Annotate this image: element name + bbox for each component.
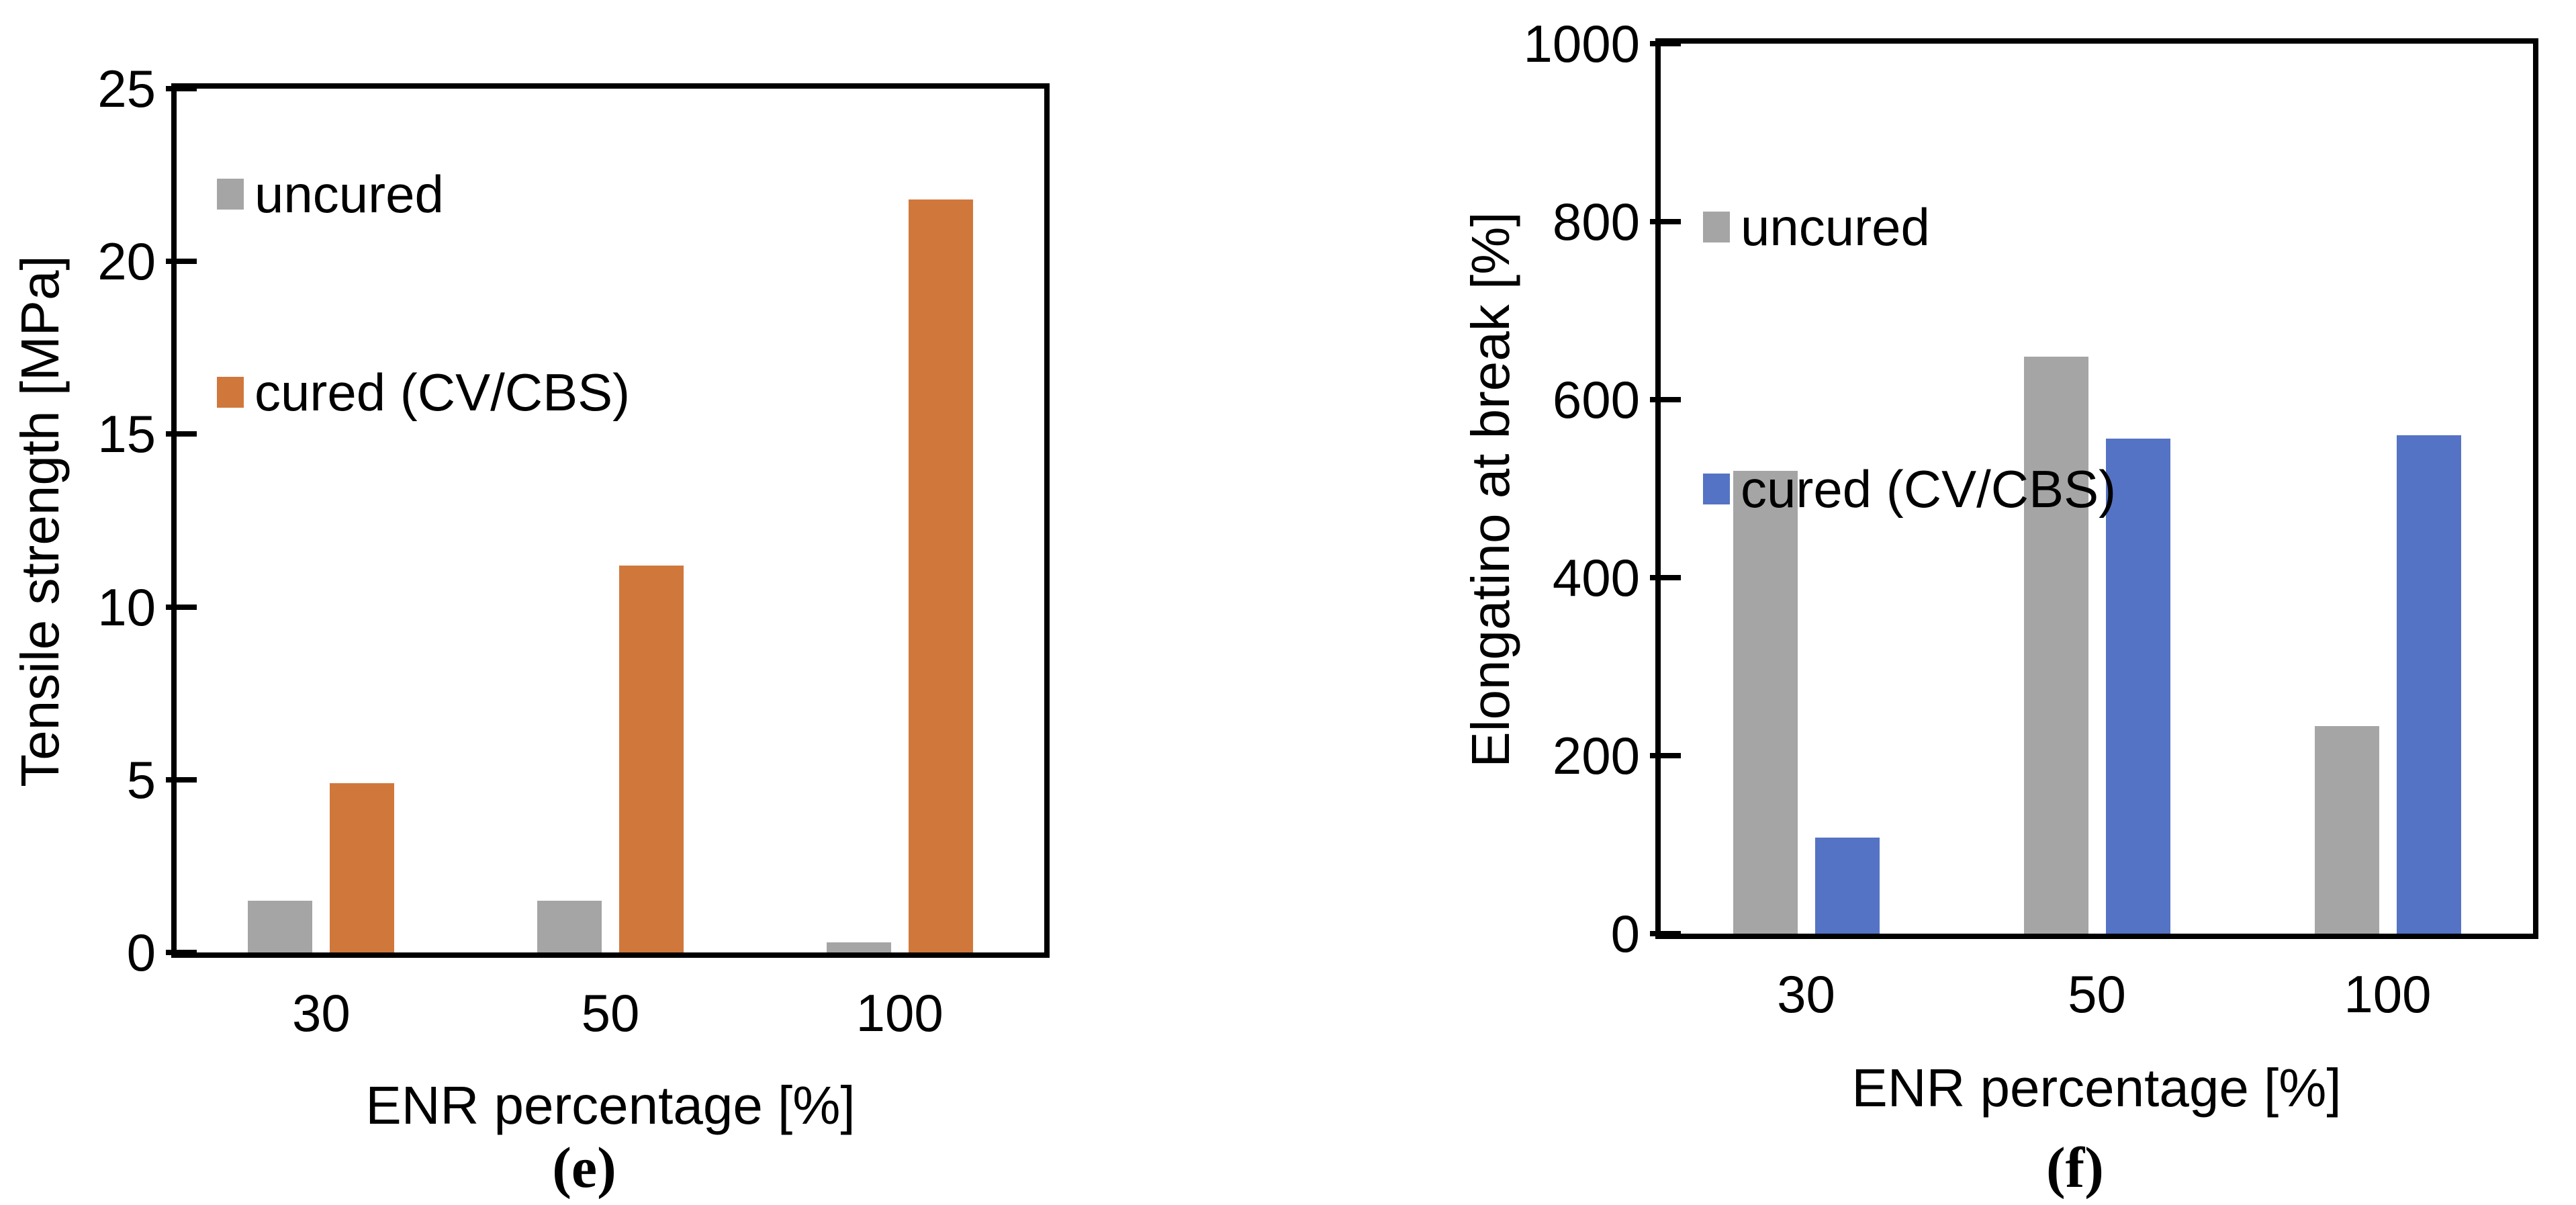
x-tick-label: 30 — [1777, 965, 1835, 1024]
legend-label: uncured — [1741, 197, 1930, 257]
y-axis-tick — [166, 86, 197, 91]
x-tick-label: 100 — [2344, 965, 2432, 1024]
y-tick-label: 400 — [1552, 548, 1640, 607]
legend-item-uncured: uncured — [217, 163, 444, 225]
legend-swatch-icon — [217, 179, 244, 210]
legend-item-cured--cv-cbs-: cured (CV/CBS) — [1703, 458, 2116, 520]
y-axis-tick — [1650, 575, 1681, 580]
y-axis-title-tensile: Tensile strength [MPa] — [10, 255, 70, 787]
y-axis-title-elongation: Elongatino at break [%] — [1461, 212, 1520, 768]
bar-cured--cv-cbs--30 — [1814, 837, 1880, 934]
legend-swatch-icon — [217, 377, 244, 408]
y-axis-tick — [166, 259, 197, 265]
y-axis-tick — [166, 950, 197, 955]
x-axis-title-elongation: ENR percentage [%] — [1851, 1058, 2342, 1118]
y-tick-label: 5 — [126, 750, 156, 809]
y-tick-label: 10 — [97, 577, 156, 637]
x-tick-label: 30 — [291, 983, 351, 1042]
x-tick-label: 50 — [581, 983, 640, 1042]
legend-label: uncured — [255, 165, 444, 224]
legend-item-cured--cv-cbs-: cured (CV/CBS) — [217, 361, 630, 423]
y-tick-label: 600 — [1552, 370, 1640, 429]
bar-uncured-100 — [826, 942, 891, 952]
y-axis-tick — [166, 776, 197, 783]
x-tick-label: 50 — [2068, 965, 2126, 1024]
y-tick-label: 25 — [97, 59, 156, 118]
x-axis-title-tensile: ENR percentage [%] — [365, 1075, 856, 1135]
bar-uncured-50 — [537, 900, 602, 952]
y-axis-tick — [1650, 219, 1681, 224]
legend-label: cured (CV/CBS) — [255, 363, 631, 422]
y-tick-label: 20 — [97, 232, 156, 292]
y-tick-label: 15 — [97, 404, 156, 464]
y-tick-label: 800 — [1552, 192, 1640, 251]
y-axis-tick — [166, 604, 197, 610]
y-axis-tick — [1650, 931, 1681, 936]
y-tick-label: 1000 — [1523, 14, 1640, 73]
legend-swatch-icon — [1703, 212, 1730, 242]
y-tick-label: 200 — [1552, 726, 1640, 785]
y-tick-label: 0 — [1610, 904, 1640, 963]
legend-swatch-icon — [1703, 474, 1730, 504]
plot-area-tensile — [166, 83, 1050, 958]
bar-uncured-30 — [1733, 471, 1798, 934]
bar-uncured-50 — [2023, 357, 2088, 934]
plot-area-elongation — [1650, 38, 2538, 939]
bar-cured--cv-cbs--50 — [2105, 439, 2170, 934]
bar-cured--cv-cbs--30 — [330, 783, 395, 952]
bar-uncured-30 — [248, 900, 313, 952]
bar-cured--cv-cbs--100 — [2396, 435, 2461, 934]
bar-cured--cv-cbs--50 — [619, 565, 684, 952]
y-axis-tick — [166, 431, 197, 437]
bar-cured--cv-cbs--100 — [908, 199, 973, 952]
panel-caption-f: (f) — [2046, 1135, 2104, 1200]
y-axis-tick — [1650, 41, 1681, 46]
legend-item-uncured: uncured — [1703, 196, 1930, 258]
x-tick-label: 100 — [856, 983, 944, 1042]
y-axis-tick — [1650, 397, 1681, 402]
legend-label: cured (CV/CBS) — [1741, 459, 2117, 519]
y-tick-label: 0 — [126, 923, 156, 982]
bar-uncured-100 — [2314, 726, 2379, 934]
panel-caption-e: (e) — [552, 1135, 616, 1200]
y-axis-tick — [1650, 753, 1681, 758]
